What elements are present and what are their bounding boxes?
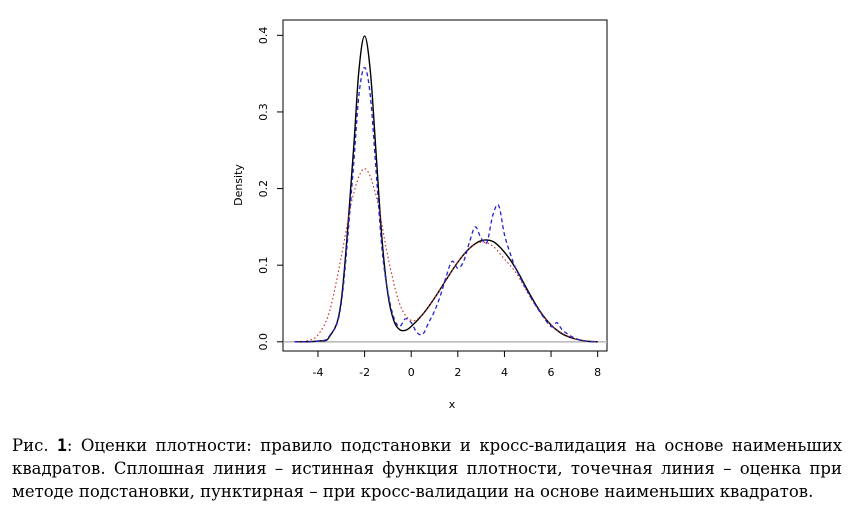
y-tick-label: 0.4 <box>257 27 270 45</box>
density-line-solid <box>294 35 598 343</box>
x-tick-label: 2 <box>454 366 461 379</box>
y-tick-label: 0.3 <box>257 103 270 121</box>
x-tick-label: 8 <box>594 366 601 379</box>
y-axis-label: Density <box>232 164 245 206</box>
density-line-dotted <box>294 168 598 343</box>
x-axis: -4 -2 0 2 4 6 8 <box>312 350 601 379</box>
x-tick-label: -2 <box>359 366 370 379</box>
x-tick-label: 4 <box>501 366 508 379</box>
x-tick-label: 0 <box>408 366 415 379</box>
x-tick-label: 6 <box>548 366 555 379</box>
y-tick-label: 0.0 <box>257 333 270 351</box>
density-line-dashed <box>294 66 598 343</box>
y-tick-label: 0.1 <box>257 256 270 274</box>
figure-caption: Рис. 1: Оценки плотности: правило подста… <box>12 434 842 503</box>
caption-text: : Оценки плотности: правило подстановки … <box>12 436 842 501</box>
caption-label: Рис. <box>12 436 49 455</box>
caption-number: 1 <box>56 436 67 455</box>
y-tick-label: 0.2 <box>257 180 270 198</box>
y-axis: 0.0 0.1 0.2 0.3 0.4 <box>257 27 284 351</box>
density-chart: -4 -2 0 2 4 6 8 0.0 0.1 0.2 0.3 0.4 x Density <box>232 19 608 411</box>
plot-frame <box>282 19 608 352</box>
x-axis-label: x <box>449 398 456 411</box>
x-tick-label: -4 <box>312 366 323 379</box>
plot-area <box>283 35 607 343</box>
